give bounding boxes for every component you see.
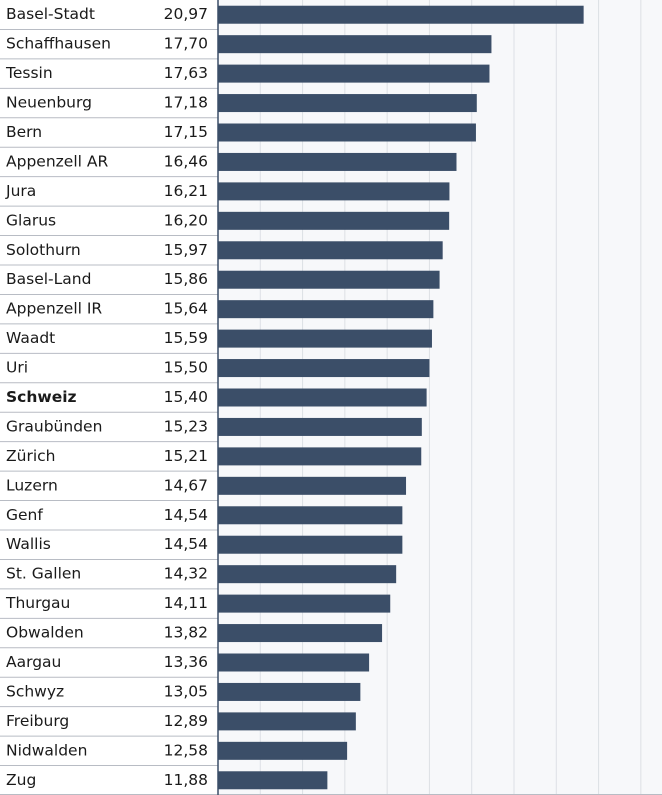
- bar: [218, 535, 403, 554]
- value-label: 16,20: [164, 211, 208, 229]
- value-label: 13,05: [164, 682, 208, 700]
- category-label: Zug: [6, 771, 36, 789]
- category-label: Schwyz: [6, 682, 64, 700]
- category-label: Thurgau: [5, 594, 70, 612]
- value-label: 13,36: [164, 653, 208, 671]
- category-label: Appenzell AR: [6, 152, 108, 170]
- category-label: Tessin: [5, 64, 53, 82]
- bar: [218, 64, 490, 83]
- category-label: Genf: [6, 506, 43, 524]
- bar: [218, 123, 476, 142]
- value-label: 16,21: [164, 182, 208, 200]
- bar: [218, 300, 434, 319]
- bar: [218, 741, 348, 760]
- bar: [218, 270, 440, 289]
- category-label: Basel-Land: [6, 270, 91, 288]
- bar: [218, 241, 443, 260]
- category-label: Freiburg: [6, 712, 69, 730]
- category-label: St. Gallen: [6, 565, 81, 583]
- value-label: 14,32: [164, 565, 208, 583]
- category-label: Nidwalden: [6, 741, 87, 759]
- value-label: 15,21: [164, 447, 208, 465]
- value-label: 17,70: [164, 35, 208, 53]
- bar: [218, 447, 422, 466]
- bar: [218, 152, 457, 171]
- bar: [218, 712, 356, 731]
- value-label: 17,18: [164, 94, 208, 112]
- bar: [218, 624, 383, 643]
- bar: [218, 182, 450, 201]
- category-label: Luzern: [6, 476, 58, 494]
- value-label: 15,50: [164, 359, 208, 377]
- value-label: 15,40: [164, 388, 208, 406]
- value-label: 17,63: [164, 64, 208, 82]
- value-label: 17,15: [164, 123, 208, 141]
- value-label: 13,82: [164, 624, 208, 642]
- value-label: 20,97: [164, 5, 208, 23]
- category-label: Schaffhausen: [6, 35, 111, 53]
- bar: [218, 211, 450, 230]
- category-label: Graubünden: [6, 417, 102, 435]
- bar: [218, 506, 403, 525]
- category-label: Waadt: [6, 329, 55, 347]
- bar: [218, 329, 432, 348]
- value-label: 14,11: [164, 594, 208, 612]
- value-label: 16,46: [164, 152, 208, 170]
- value-label: 15,23: [164, 417, 208, 435]
- bar: [218, 94, 477, 113]
- value-label: 12,58: [164, 741, 208, 759]
- value-label: 15,86: [164, 270, 208, 288]
- value-label: 14,67: [164, 476, 208, 494]
- category-label: Neuenburg: [6, 94, 92, 112]
- category-label: Appenzell IR: [6, 300, 102, 318]
- category-label: Solothurn: [6, 241, 81, 259]
- category-label: Schweiz: [6, 388, 77, 406]
- bar: [218, 771, 328, 790]
- category-label: Glarus: [6, 211, 56, 229]
- value-label: 15,64: [164, 300, 208, 318]
- value-label: 15,97: [164, 241, 208, 259]
- bar: [218, 388, 427, 407]
- value-label: 12,89: [164, 712, 208, 730]
- bar: [218, 565, 397, 584]
- category-label: Aargau: [6, 653, 61, 671]
- bar: [218, 417, 422, 436]
- value-label: 14,54: [164, 506, 208, 524]
- category-label: Obwalden: [6, 624, 84, 642]
- bar: [218, 359, 430, 378]
- value-label: 11,88: [164, 771, 208, 789]
- bar: [218, 5, 584, 24]
- category-label: Wallis: [6, 535, 51, 553]
- bar: [218, 476, 407, 495]
- category-label: Jura: [5, 182, 36, 200]
- category-label: Uri: [6, 359, 28, 377]
- category-label: Bern: [6, 123, 42, 141]
- value-label: 14,54: [164, 535, 208, 553]
- value-label: 15,59: [164, 329, 208, 347]
- bar: [218, 682, 361, 701]
- category-label: Basel-Stadt: [6, 5, 95, 23]
- bar: [218, 594, 391, 613]
- bar: [218, 653, 370, 672]
- category-label: Zürich: [6, 447, 55, 465]
- bar: [218, 35, 492, 54]
